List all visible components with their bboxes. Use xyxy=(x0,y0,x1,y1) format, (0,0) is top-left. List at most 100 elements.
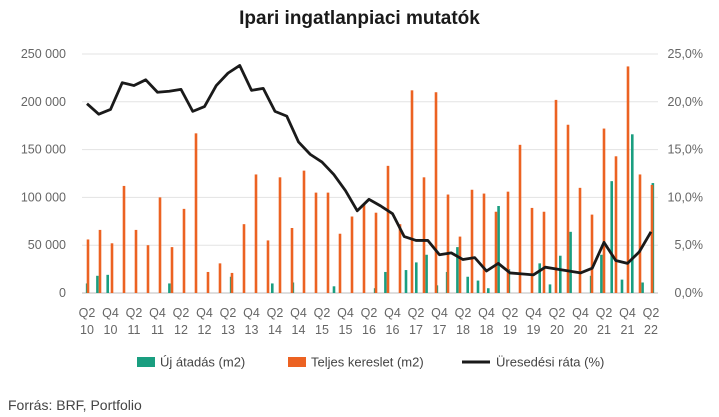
x-tick-label-year: 17 xyxy=(433,323,447,337)
x-tick-label-year: 14 xyxy=(292,323,306,337)
bar xyxy=(614,156,618,293)
x-tick-label-quarter: Q4 xyxy=(431,306,448,320)
bar xyxy=(134,229,138,293)
legend-label: Üresedési ráta (%) xyxy=(496,355,604,370)
bar xyxy=(650,184,654,293)
x-tick-label-year: 10 xyxy=(104,323,118,337)
bar xyxy=(362,204,366,293)
bar xyxy=(218,263,222,293)
x-tick-label-year: 15 xyxy=(315,323,329,337)
bar xyxy=(398,224,402,293)
x-tick-label-quarter: Q4 xyxy=(290,306,307,320)
bar xyxy=(302,170,306,293)
x-tick-label-year: 21 xyxy=(621,323,635,337)
bar xyxy=(494,211,498,293)
y-right-tick-label: 20,0% xyxy=(668,95,703,109)
x-tick-label-year: 12 xyxy=(198,323,212,337)
x-tick-label-year: 11 xyxy=(128,323,141,337)
bar xyxy=(425,254,428,293)
x-tick-label-quarter: Q2 xyxy=(596,306,613,320)
x-tick-label-year: 13 xyxy=(245,323,259,337)
y-right-tick-label: 15,0% xyxy=(668,143,703,157)
x-tick-label-quarter: Q2 xyxy=(455,306,472,320)
x-tick-label-quarter: Q2 xyxy=(79,306,96,320)
x-tick-label-quarter: Q2 xyxy=(549,306,566,320)
bar xyxy=(610,181,614,293)
x-tick-label-quarter: Q2 xyxy=(502,306,519,320)
bar xyxy=(518,144,522,293)
bar xyxy=(98,229,102,293)
bar xyxy=(422,177,426,293)
y-right-tick-label: 5,0% xyxy=(675,238,704,252)
bar xyxy=(242,224,246,293)
bar xyxy=(569,231,572,293)
x-tick-label-quarter: Q4 xyxy=(149,306,166,320)
bar xyxy=(410,90,414,293)
bar xyxy=(476,280,480,293)
bar xyxy=(566,124,570,293)
x-tick-label-year: 11 xyxy=(151,323,164,337)
bar xyxy=(446,194,450,293)
x-tick-label-quarter: Q2 xyxy=(126,306,143,320)
x-tick-label-quarter: Q4 xyxy=(384,306,401,320)
x-tick-label-quarter: Q2 xyxy=(408,306,425,320)
bar xyxy=(506,191,510,293)
x-tick-label-quarter: Q2 xyxy=(314,306,331,320)
y-left-tick-label: 0 xyxy=(59,286,66,300)
x-tick-label-year: 14 xyxy=(268,323,282,337)
bar xyxy=(486,288,490,293)
y-left-tick-label: 250 000 xyxy=(21,47,66,61)
legend-label: Teljes kereslet (m2) xyxy=(311,355,424,370)
bar xyxy=(558,255,562,293)
y-axis-left: 0 50 000 100 000 150 000 200 000 250 000 xyxy=(21,47,66,300)
x-tick-label-year: 17 xyxy=(409,323,423,337)
x-tick-label-year: 18 xyxy=(480,323,494,337)
bar xyxy=(270,283,274,293)
x-tick-label-quarter: Q2 xyxy=(361,306,378,320)
bar xyxy=(384,271,387,293)
y-right-tick-label: 0,0% xyxy=(675,286,704,300)
bar xyxy=(266,240,270,293)
bar xyxy=(602,128,606,293)
bar xyxy=(122,185,126,293)
bar xyxy=(482,193,486,293)
bar xyxy=(254,174,258,293)
y-right-tick-label: 25,0% xyxy=(668,47,703,61)
bar xyxy=(278,177,282,293)
x-tick-label-year: 21 xyxy=(597,323,611,337)
legend: Új átadás (m2) Teljes kereslet (m2) Üresed… xyxy=(137,355,604,370)
legend-label: Új átadás (m2) xyxy=(160,355,245,370)
bar xyxy=(554,99,558,293)
x-tick-label-year: 22 xyxy=(644,323,658,337)
bar xyxy=(414,262,418,293)
x-tick-label-year: 16 xyxy=(362,323,376,337)
bar xyxy=(630,134,634,293)
x-tick-label-quarter: Q4 xyxy=(102,306,119,320)
bar xyxy=(386,165,390,293)
y-left-tick-label: 200 000 xyxy=(21,95,66,109)
x-tick-label-year: 10 xyxy=(80,323,94,337)
bar xyxy=(434,92,438,294)
x-tick-label-year: 18 xyxy=(456,323,470,337)
x-tick-label-quarter: Q4 xyxy=(619,306,636,320)
chart-title: Ipari ingatlanpiaci mutatók xyxy=(239,8,480,29)
bar xyxy=(641,282,644,293)
series-total-demand xyxy=(86,66,654,294)
bar xyxy=(194,133,198,293)
x-tick-label-quarter: Q4 xyxy=(337,306,354,320)
bar xyxy=(404,270,408,293)
x-tick-label-quarter: Q4 xyxy=(196,306,213,320)
x-tick-label-year: 16 xyxy=(386,323,400,337)
bar xyxy=(158,197,162,293)
x-tick-label-quarter: Q2 xyxy=(267,306,284,320)
x-tick-label-year: 15 xyxy=(339,323,353,337)
series-vacancy-rate xyxy=(86,64,653,277)
bar xyxy=(458,236,462,293)
x-tick-label-quarter: Q2 xyxy=(220,306,237,320)
x-tick-label-quarter: Q2 xyxy=(173,306,190,320)
x-tick-label-quarter: Q4 xyxy=(525,306,542,320)
x-axis: Q2 10 Q4 10 Q2 11 Q4 11 Q2 12 Q4 12 Q2 13 Q4 13 Q2 14 Q4 14… xyxy=(79,306,660,337)
bar xyxy=(86,239,90,293)
y-left-tick-label: 50 000 xyxy=(28,238,66,252)
